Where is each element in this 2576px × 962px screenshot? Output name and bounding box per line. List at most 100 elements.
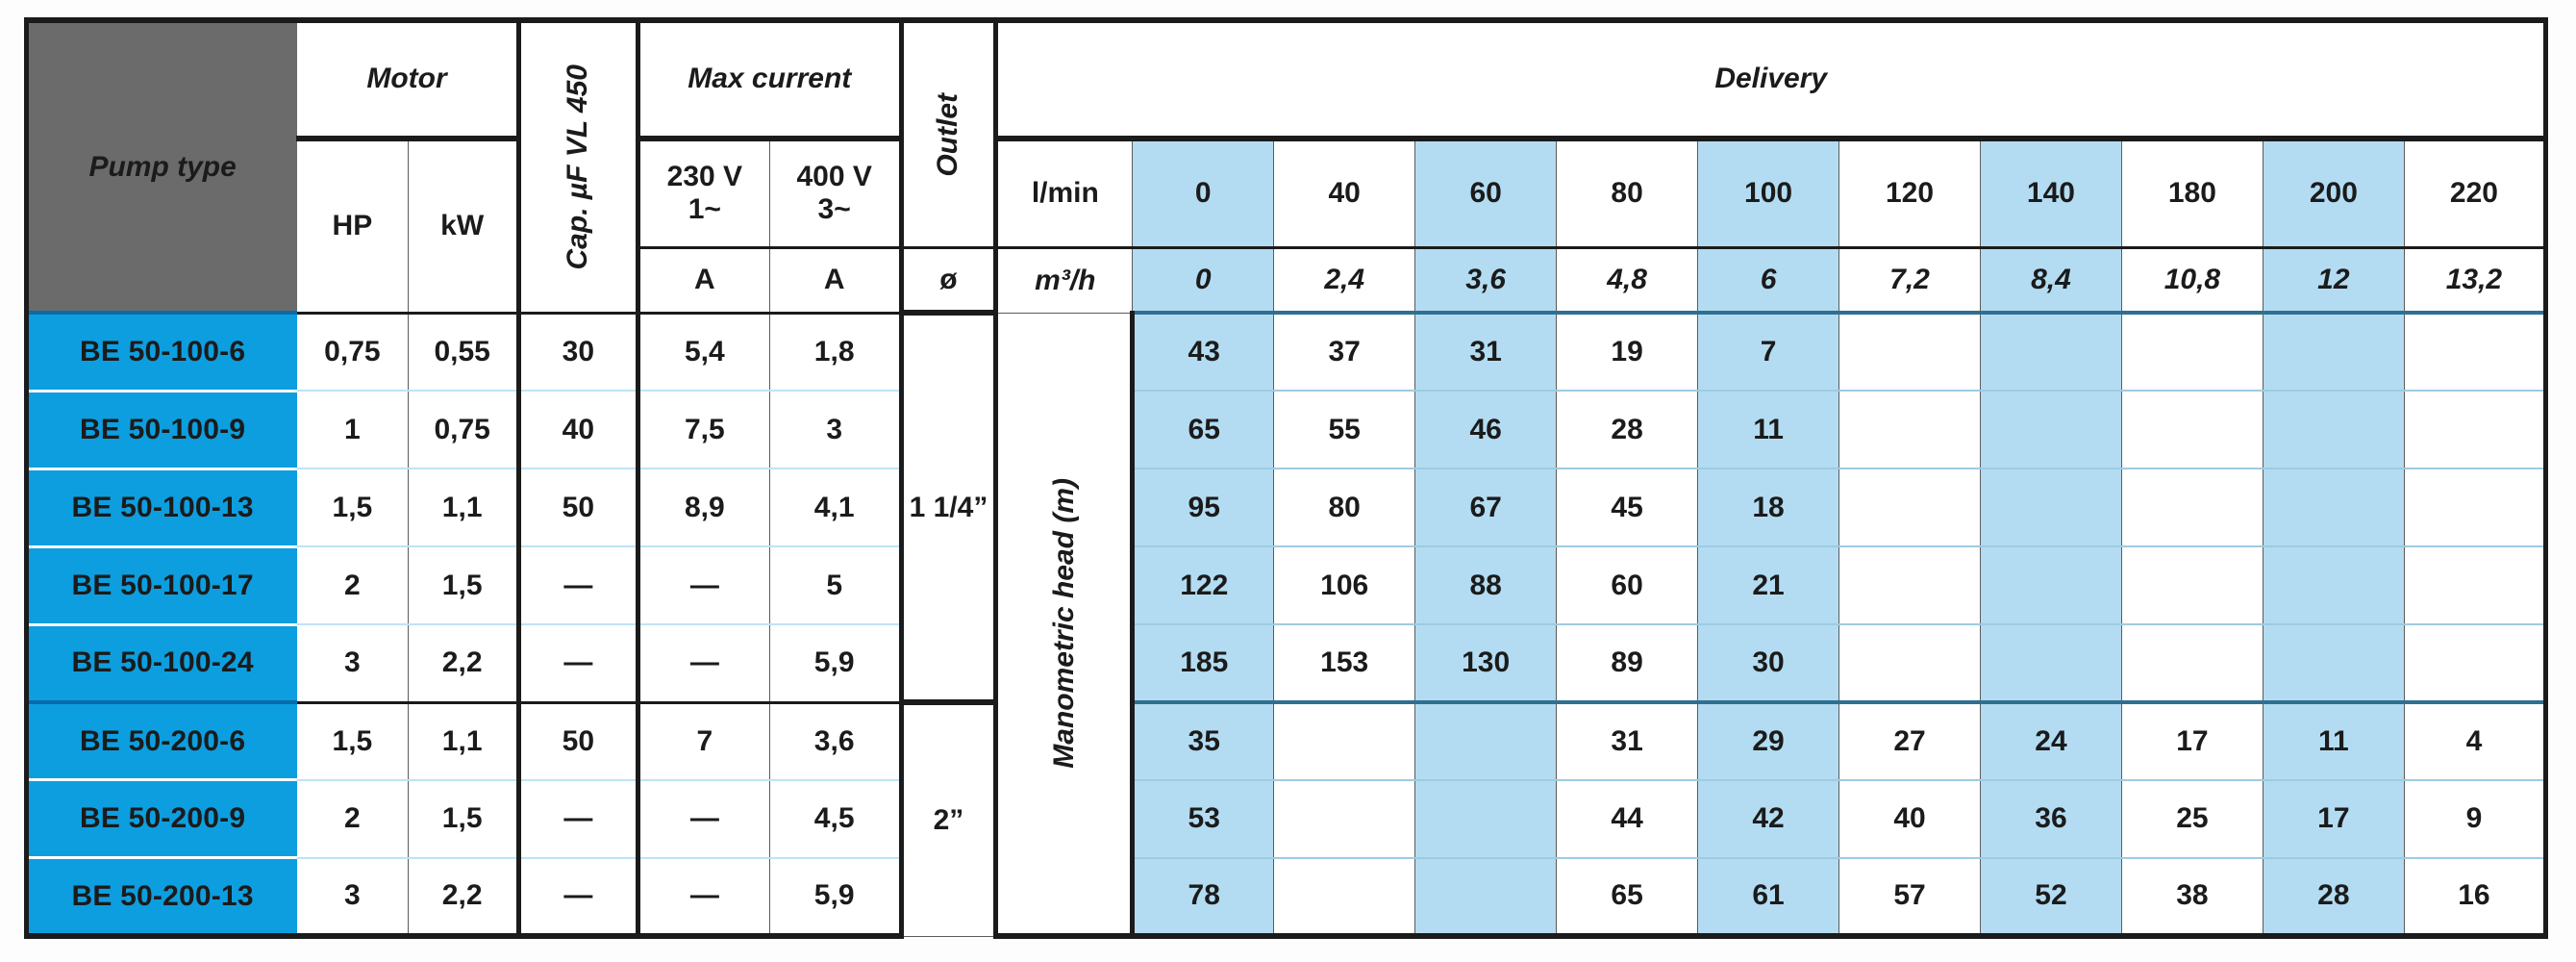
cell-head-40: [1273, 856, 1416, 940]
table-row[interactable]: BE 50-100-13 1,5 1,1 50 8,9 4,1 95 80 67 45 18: [23, 467, 2549, 548]
cell-head-220: [2403, 468, 2549, 548]
cell-head-60: 67: [1414, 468, 1558, 548]
header-delivery-m3h-6: 8,4: [1979, 245, 2122, 314]
cell-amp-400: 5,9: [768, 856, 904, 940]
cell-kw: 0,55: [407, 311, 519, 392]
cell-head-200: [2262, 468, 2405, 548]
header-row-groups: Pump type Motor Cap. µF VL 450 Max current O…: [23, 16, 2548, 314]
cell-hp: 2: [296, 778, 409, 859]
cell-head-140: [1979, 468, 2122, 548]
table-row[interactable]: BE 50-100-24 3 2,2— —5,9 185 153 130 89 30: [23, 622, 2549, 704]
cell-head-0: 53: [1132, 778, 1275, 859]
cell-pump-type[interactable]: BE 50-200-6: [23, 700, 298, 782]
cell-kw: 2,2: [407, 623, 519, 704]
cell-hp: 3: [296, 623, 409, 704]
cell-head-40: 37: [1273, 311, 1416, 392]
table-row[interactable]: BE 50-100-9 1 0,75 40 7,5 3 65 55 46 28 11: [23, 389, 2549, 470]
cell-head-100: 7: [1697, 311, 1840, 392]
cell-hp: 1,5: [296, 700, 409, 781]
header-voltage-230: 230 V 1~: [637, 135, 770, 248]
cell-kw: 0,75: [407, 390, 519, 470]
cell-amp-400: 5: [768, 545, 904, 626]
table-row[interactable]: BE 50-100-17 2 1,5— —5 122 106 88 60 21: [23, 544, 2549, 626]
cell-head-80: 44: [1556, 778, 1699, 859]
cell-head-220: [2403, 623, 2549, 704]
table-row[interactable]: BE 50-200-6 1,5 1,1 50 7 3,6 2” 35 31 29 27 24 17 11 4: [23, 699, 2549, 937]
cell-amp-230: 7,5: [637, 390, 770, 470]
cell-kw: 1,5: [407, 778, 519, 859]
cell-pump-type[interactable]: BE 50-100-24: [23, 622, 298, 704]
table-row[interactable]: BE 50-100-6 0,75 0,55 30 5,4 1,8 1 1/4” Manomet…: [23, 310, 2549, 939]
cell-head-80: 60: [1556, 545, 1699, 626]
cell-head-120: 57: [1838, 856, 1981, 940]
cell-head-100: 30: [1697, 623, 1840, 704]
header-delivery-lmin-40: 40: [1273, 135, 1416, 248]
cell-capacitor: 30: [515, 311, 640, 392]
cell-pump-type[interactable]: BE 50-100-6: [23, 311, 298, 392]
cell-head-0: 43: [1132, 311, 1275, 392]
label-manometric-head: Manometric head (m): [995, 312, 1136, 939]
header-delivery-m3h-3: 4,8: [1556, 245, 1699, 314]
header-delivery-m3h-8: 12: [2262, 245, 2405, 314]
cell-head-60: 46: [1414, 390, 1558, 470]
header-outlet: Outlet: [898, 16, 999, 248]
cell-capacitor: —: [515, 778, 640, 859]
cell-head-140: [1979, 623, 2122, 704]
table-row[interactable]: BE 50-200-13 3 2,2— —5,9 78 65 61 57 52 38 28 16: [23, 856, 2549, 940]
cell-head-120: [1838, 311, 1981, 392]
cell-head-140: 24: [1979, 700, 2122, 781]
header-hp: HP: [296, 135, 409, 314]
cell-head-220: [2403, 545, 2549, 626]
cell-head-200: [2262, 390, 2405, 470]
cell-head-140: [1979, 390, 2122, 470]
cell-amp-400: 3,6: [768, 700, 904, 781]
header-motor: Motor: [296, 17, 519, 139]
header-delivery-lmin-220: 220: [2403, 135, 2549, 248]
cell-head-200: [2262, 545, 2405, 626]
header-delivery-lmin-60: 60: [1414, 135, 1558, 248]
cell-head-100: 61: [1697, 856, 1840, 940]
cell-head-180: [2120, 468, 2263, 548]
cell-head-220: [2403, 390, 2549, 470]
header-kw: kW: [407, 135, 519, 314]
cell-kw: 2,2: [407, 856, 519, 940]
cell-head-200: 11: [2262, 700, 2405, 781]
cell-head-180: [2120, 311, 2263, 392]
cell-head-120: 40: [1838, 778, 1981, 859]
header-delivery-m3h-2: 3,6: [1414, 245, 1558, 314]
header-delivery-lmin-200: 200: [2262, 135, 2405, 248]
header-delivery: Delivery: [995, 17, 2548, 139]
cell-head-40: [1273, 700, 1416, 781]
cell-head-140: 36: [1979, 778, 2122, 859]
cell-hp: 1: [296, 390, 409, 470]
cell-head-120: [1838, 623, 1981, 704]
cell-capacitor: 40: [515, 390, 640, 470]
cell-head-0: 122: [1132, 545, 1275, 626]
cell-head-60: [1414, 700, 1558, 781]
cell-amp-400: 4,5: [768, 778, 904, 859]
cell-head-100: 21: [1697, 545, 1840, 626]
cell-capacitor: —: [515, 856, 640, 940]
header-delivery-lmin-140: 140: [1979, 135, 2122, 248]
cell-pump-type[interactable]: BE 50-100-17: [23, 544, 298, 626]
cell-head-200: [2262, 311, 2405, 392]
cell-head-140: 52: [1979, 856, 2122, 940]
table-row[interactable]: BE 50-200-9 2 1,5— —4,5 53 44 42 40 36 25 17 9: [23, 778, 2549, 860]
cell-amp-230: —: [637, 545, 770, 626]
cell-pump-type[interactable]: BE 50-200-9: [23, 778, 298, 860]
cell-head-200: 28: [2262, 856, 2405, 940]
header-delivery-lmin-180: 180: [2120, 135, 2263, 248]
pump-specification-table: Pump type Motor Cap. µF VL 450 Max current O…: [23, 16, 2549, 940]
header-delivery-lmin-120: 120: [1838, 135, 1981, 248]
cell-amp-400: 3: [768, 390, 904, 470]
cell-head-60: 31: [1414, 311, 1558, 392]
header-delivery-m3h-9: 13,2: [2403, 245, 2549, 314]
cell-hp: 3: [296, 856, 409, 940]
cell-pump-type[interactable]: BE 50-100-13: [23, 467, 298, 548]
header-flow-m3h: m³/h: [995, 245, 1134, 314]
cell-head-40: 55: [1273, 390, 1416, 470]
cell-head-60: 88: [1414, 545, 1558, 626]
header-max-current: Max current: [637, 17, 902, 139]
cell-pump-type[interactable]: BE 50-100-9: [23, 389, 298, 470]
cell-pump-type[interactable]: BE 50-200-13: [23, 856, 298, 940]
